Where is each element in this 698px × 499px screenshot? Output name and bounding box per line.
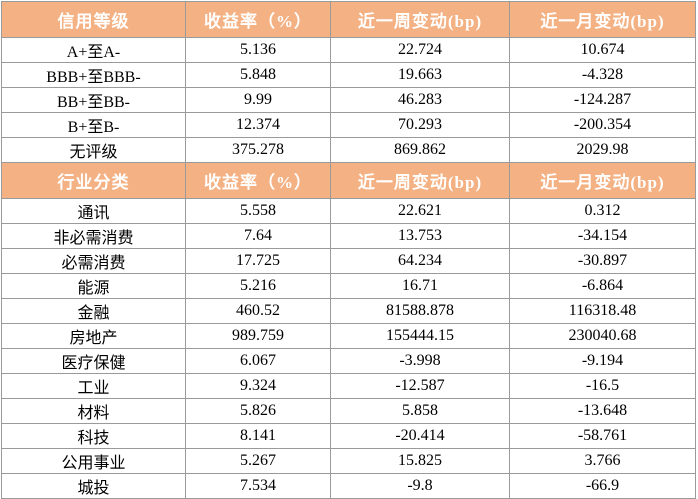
category-cell: 无评级 xyxy=(1,137,186,163)
table-row: 城投 7.534 -9.8 -66.9 xyxy=(1,473,696,499)
table-row: 金融 460.52 81588.878 116318.48 xyxy=(1,298,696,324)
week-change-cell: 16.71 xyxy=(330,273,510,299)
table-row: 材料 5.826 5.858 -13.648 xyxy=(1,398,696,424)
header-industry: 行业分类 xyxy=(1,162,186,199)
category-cell: B+至B- xyxy=(1,112,186,138)
yield-cell: 460.52 xyxy=(185,298,331,324)
week-change-cell: -9.8 xyxy=(330,473,510,499)
week-change-cell: 22.621 xyxy=(330,198,510,224)
header-yield: 收益率（%） xyxy=(185,1,331,38)
yield-cell: 5.848 xyxy=(185,62,331,88)
month-change-cell: -13.648 xyxy=(509,398,696,424)
credit-rows: A+至A- 5.136 22.724 10.674 BBB+至BBB- 5.848 19.6… xyxy=(1,37,696,163)
header-week-change: 近一周变动(bp) xyxy=(330,1,510,38)
yield-cell: 7.534 xyxy=(185,473,331,499)
table-row: 必需消费 17.725 64.234 -30.897 xyxy=(1,248,696,274)
industry-rows: 通讯 5.558 22.621 0.312 非必需消费 7.64 13.753 -34.154… xyxy=(1,198,696,499)
yield-cell: 5.826 xyxy=(185,398,331,424)
yield-cell: 5.136 xyxy=(185,37,331,63)
table-row: 能源 5.216 16.71 -6.864 xyxy=(1,273,696,299)
week-change-cell: 46.283 xyxy=(330,87,510,113)
month-change-cell: -200.354 xyxy=(509,112,696,138)
yield-cell: 9.324 xyxy=(185,373,331,399)
industry-header-row: 行业分类 收益率（%） 近一周变动(bp) 近一月变动(bp) xyxy=(1,162,696,199)
yield-cell: 9.99 xyxy=(185,87,331,113)
table-row: 非必需消费 7.64 13.753 -34.154 xyxy=(1,223,696,249)
header-month-change: 近一月变动(bp) xyxy=(509,1,696,38)
week-change-cell: 155444.15 xyxy=(330,323,510,349)
month-change-cell: 0.312 xyxy=(509,198,696,224)
credit-header-row: 信用等级 收益率（%） 近一周变动(bp) 近一月变动(bp) xyxy=(1,1,696,38)
yield-cell: 5.558 xyxy=(185,198,331,224)
month-change-cell: -124.287 xyxy=(509,87,696,113)
month-change-cell: -4.328 xyxy=(509,62,696,88)
week-change-cell: -20.414 xyxy=(330,423,510,449)
category-cell: 金融 xyxy=(1,298,186,324)
week-change-cell: 15.825 xyxy=(330,448,510,474)
category-cell: 工业 xyxy=(1,373,186,399)
category-cell: 通讯 xyxy=(1,198,186,224)
table-row: A+至A- 5.136 22.724 10.674 xyxy=(1,37,696,63)
yield-cell: 5.267 xyxy=(185,448,331,474)
month-change-cell: -6.864 xyxy=(509,273,696,299)
category-cell: A+至A- xyxy=(1,37,186,63)
category-cell: 科技 xyxy=(1,423,186,449)
yield-cell: 12.374 xyxy=(185,112,331,138)
category-cell: 房地产 xyxy=(1,323,186,349)
category-cell: 能源 xyxy=(1,273,186,299)
week-change-cell: 70.293 xyxy=(330,112,510,138)
yield-cell: 989.759 xyxy=(185,323,331,349)
week-change-cell: 64.234 xyxy=(330,248,510,274)
week-change-cell: 869.862 xyxy=(330,137,510,163)
table-row: 科技 8.141 -20.414 -58.761 xyxy=(1,423,696,449)
table-row: 房地产 989.759 155444.15 230040.68 xyxy=(1,323,696,349)
header-yield: 收益率（%） xyxy=(185,162,331,199)
category-cell: 公用事业 xyxy=(1,448,186,474)
month-change-cell: 10.674 xyxy=(509,37,696,63)
header-month-change: 近一月变动(bp) xyxy=(509,162,696,199)
month-change-cell: -34.154 xyxy=(509,223,696,249)
yield-cell: 7.64 xyxy=(185,223,331,249)
table-row: 工业 9.324 -12.587 -16.5 xyxy=(1,373,696,399)
header-week-change: 近一周变动(bp) xyxy=(330,162,510,199)
table-row: 公用事业 5.267 15.825 3.766 xyxy=(1,448,696,474)
table-row: BBB+至BBB- 5.848 19.663 -4.328 xyxy=(1,62,696,88)
week-change-cell: 19.663 xyxy=(330,62,510,88)
category-cell: 城投 xyxy=(1,473,186,499)
table-row: 医疗保健 6.067 -3.998 -9.194 xyxy=(1,348,696,374)
header-credit-rating: 信用等级 xyxy=(1,1,186,38)
week-change-cell: 13.753 xyxy=(330,223,510,249)
week-change-cell: -12.587 xyxy=(330,373,510,399)
month-change-cell: 116318.48 xyxy=(509,298,696,324)
month-change-cell: 230040.68 xyxy=(509,323,696,349)
month-change-cell: 2029.98 xyxy=(509,137,696,163)
yield-cell: 6.067 xyxy=(185,348,331,374)
yield-cell: 8.141 xyxy=(185,423,331,449)
category-cell: 非必需消费 xyxy=(1,223,186,249)
table-row: B+至B- 12.374 70.293 -200.354 xyxy=(1,112,696,138)
category-cell: 医疗保健 xyxy=(1,348,186,374)
category-cell: BB+至BB- xyxy=(1,87,186,113)
month-change-cell: -58.761 xyxy=(509,423,696,449)
category-cell: 必需消费 xyxy=(1,248,186,274)
yield-cell: 17.725 xyxy=(185,248,331,274)
week-change-cell: -3.998 xyxy=(330,348,510,374)
table-row: 无评级 375.278 869.862 2029.98 xyxy=(1,137,696,163)
table-row: 通讯 5.558 22.621 0.312 xyxy=(1,198,696,224)
yield-cell: 375.278 xyxy=(185,137,331,163)
category-cell: BBB+至BBB- xyxy=(1,62,186,88)
table-row: BB+至BB- 9.99 46.283 -124.287 xyxy=(1,87,696,113)
month-change-cell: 3.766 xyxy=(509,448,696,474)
yield-cell: 5.216 xyxy=(185,273,331,299)
week-change-cell: 5.858 xyxy=(330,398,510,424)
week-change-cell: 81588.878 xyxy=(330,298,510,324)
month-change-cell: -66.9 xyxy=(509,473,696,499)
category-cell: 材料 xyxy=(1,398,186,424)
month-change-cell: -9.194 xyxy=(509,348,696,374)
month-change-cell: -16.5 xyxy=(509,373,696,399)
week-change-cell: 22.724 xyxy=(330,37,510,63)
month-change-cell: -30.897 xyxy=(509,248,696,274)
